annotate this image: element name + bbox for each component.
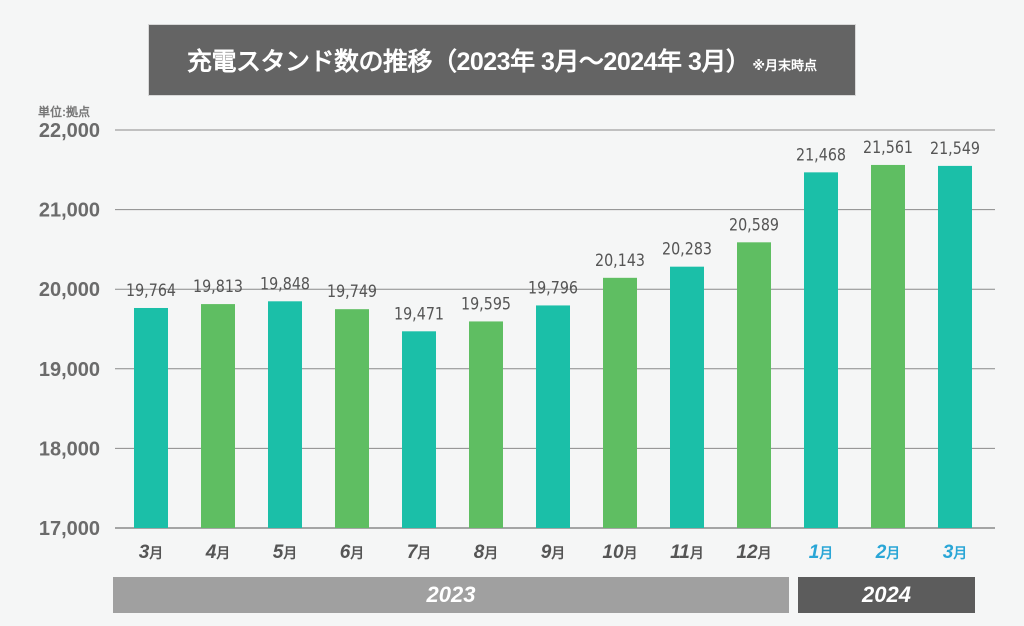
- bar-2023-12: [737, 242, 771, 528]
- unit-label: 単位:拠点: [38, 105, 90, 119]
- bars: [134, 164, 972, 528]
- value-label: 19,764: [126, 281, 176, 301]
- x-tick-label: 3月: [943, 542, 968, 563]
- chart-title-box: 充電スタンド数の推移（2023年 3月〜2024年 3月） ※月末時点: [148, 24, 856, 96]
- bar-2023-8: [469, 321, 503, 528]
- bar-2024-2: [871, 164, 905, 528]
- x-tick-label: 4月: [205, 542, 231, 563]
- bar-2023-7: [402, 331, 436, 528]
- y-tick-label: 17,000: [39, 518, 100, 540]
- x-tick-label: 7月: [407, 542, 432, 563]
- value-label: 21,468: [796, 145, 846, 165]
- year-band-2023: 2023: [113, 577, 789, 613]
- y-axis-ticks: 22,000 21,000 20,000 19,000 18,000 17,000: [39, 120, 100, 540]
- x-tick-label: 10月: [602, 542, 637, 563]
- x-tick-label: 1月: [809, 542, 834, 563]
- bar-2023-4: [201, 304, 235, 528]
- bar-2024-1: [804, 172, 838, 528]
- x-tick-label: 12月: [736, 542, 771, 563]
- value-label: 20,143: [595, 251, 645, 271]
- value-label: 21,549: [930, 139, 980, 159]
- bar-2023-10: [603, 277, 637, 528]
- value-label: 19,796: [528, 278, 578, 298]
- bar-2023-9: [536, 305, 570, 528]
- value-label: 19,813: [193, 277, 243, 297]
- x-tick-label: 9月: [541, 542, 566, 563]
- x-axis-labels: 3月 4月 5月 6月 7月 8月 9月 10月 11月 12月 1月 2月 3月: [139, 542, 968, 563]
- x-tick-label: 5月: [273, 542, 298, 563]
- y-tick-label: 19,000: [39, 359, 100, 381]
- value-label: 19,595: [461, 294, 511, 314]
- y-tick-label: 18,000: [39, 438, 100, 460]
- value-label: 19,749: [327, 282, 377, 302]
- chart-title: 充電スタンド数の推移（2023年 3月〜2024年 3月）: [186, 48, 751, 76]
- year-band-2024: 2024: [798, 577, 975, 613]
- bar-2024-3: [938, 165, 972, 528]
- value-labels: 19,764 19,813 19,848 19,749 19,471 19,595 19,7…: [126, 138, 980, 324]
- bar-2023-11: [670, 266, 704, 528]
- bar-2023-5: [268, 301, 302, 528]
- x-tick-label: 2月: [875, 542, 901, 563]
- x-tick-label: 6月: [340, 542, 365, 563]
- bar-2023-3: [134, 307, 168, 528]
- x-tick-label: 8月: [474, 542, 499, 563]
- value-label: 20,283: [662, 240, 712, 260]
- y-tick-label: 21,000: [39, 200, 100, 222]
- y-tick-label: 22,000: [39, 120, 100, 142]
- value-label: 20,589: [729, 215, 779, 235]
- value-label: 21,561: [863, 138, 913, 158]
- value-label: 19,848: [260, 274, 310, 294]
- x-tick-label: 3月: [139, 542, 164, 563]
- bar-2023-6: [335, 309, 369, 528]
- chart-title-note: ※月末時点: [752, 57, 818, 73]
- value-label: 19,471: [394, 304, 444, 324]
- x-tick-label: 11月: [670, 542, 704, 563]
- y-tick-label: 20,000: [39, 279, 100, 301]
